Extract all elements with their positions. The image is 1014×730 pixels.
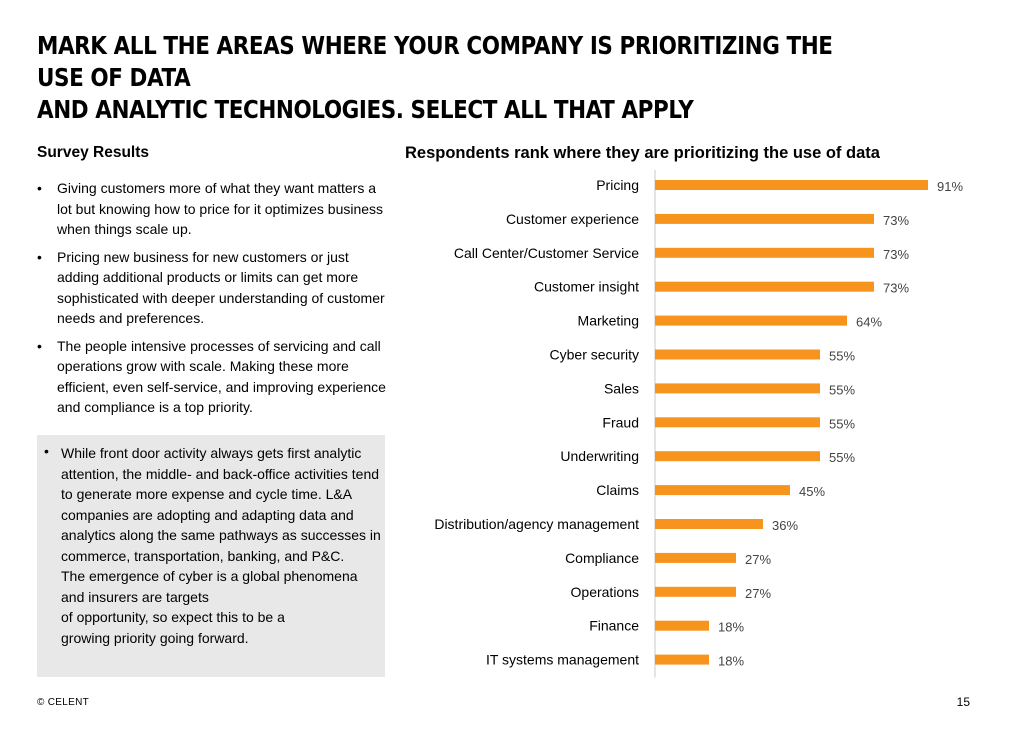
category-label: Fraud	[602, 414, 639, 430]
bar	[655, 247, 874, 258]
category-label: Cyber security	[550, 347, 639, 363]
bullet-icon: •	[37, 180, 42, 196]
list-item: • Pricing new business for new customers…	[37, 247, 387, 329]
category-label: Distribution/agency management	[434, 516, 639, 532]
bar	[655, 620, 709, 631]
page-title: MARK ALL THE AREAS WHERE YOUR COMPANY IS…	[37, 31, 833, 124]
data-label: 27%	[745, 586, 771, 601]
bullet-icon: •	[37, 248, 42, 265]
data-label: 55%	[829, 382, 855, 397]
survey-results-heading: Survey Results	[37, 144, 149, 161]
category-label: Claims	[596, 482, 639, 498]
bullet-icon: •	[37, 337, 42, 354]
bullet-text: Giving customers more of what they want …	[57, 180, 384, 237]
callout-text: While front door activity always gets fi…	[61, 445, 381, 646]
category-label: Compliance	[565, 550, 639, 566]
bar	[655, 519, 763, 529]
bullet-icon: •	[44, 443, 49, 459]
copyright: © CELENT	[37, 697, 89, 708]
data-label: 27%	[745, 552, 771, 567]
category-label: Customer insight	[534, 279, 639, 295]
bar	[655, 552, 736, 563]
bar	[655, 451, 820, 462]
data-label: 36%	[772, 518, 798, 533]
bar	[655, 180, 928, 190]
survey-bullet-list: • Giving customers more of what they wan…	[37, 178, 387, 425]
category-label: Underwriting	[560, 448, 639, 464]
bar	[655, 213, 874, 224]
category-label: Pricing	[596, 177, 639, 193]
data-label: 73%	[883, 281, 909, 296]
callout-box: • While front door activity always gets …	[37, 435, 385, 677]
data-label: 18%	[718, 654, 744, 669]
bar	[655, 654, 709, 665]
category-label: Finance	[589, 618, 639, 634]
data-label: 64%	[856, 315, 882, 330]
bar	[655, 349, 820, 360]
category-label: Sales	[604, 380, 639, 396]
data-label: 73%	[883, 247, 909, 262]
bar	[655, 417, 820, 428]
list-item: • Giving customers more of what they wan…	[37, 178, 387, 240]
category-label: Call Center/Customer Service	[454, 245, 639, 261]
data-label: 55%	[829, 349, 855, 364]
data-label: 55%	[829, 416, 855, 431]
data-label: 18%	[718, 620, 744, 635]
category-label: IT systems management	[486, 652, 639, 668]
bar	[655, 383, 820, 394]
category-label: Operations	[571, 584, 639, 600]
bar	[655, 586, 736, 597]
bullet-text: The people intensive processes of servic…	[57, 337, 386, 416]
data-label: 73%	[883, 213, 909, 228]
category-label: Marketing	[578, 313, 639, 329]
chart-title: Respondents rank where they are prioriti…	[405, 144, 880, 162]
data-label: 91%	[937, 179, 963, 194]
bullet-text: Pricing new business for new customers o…	[57, 248, 385, 327]
bar	[655, 281, 874, 292]
bar-chart: Pricing 91% Customer experience 73% Call Cen…	[434, 170, 963, 678]
bar	[655, 485, 790, 496]
data-label: 55%	[829, 450, 855, 465]
category-label: Customer experience	[506, 211, 639, 227]
bar	[655, 315, 847, 326]
list-item: • The people intensive processes of serv…	[37, 336, 387, 418]
data-label: 45%	[799, 484, 825, 499]
page-number: 15	[956, 695, 970, 709]
